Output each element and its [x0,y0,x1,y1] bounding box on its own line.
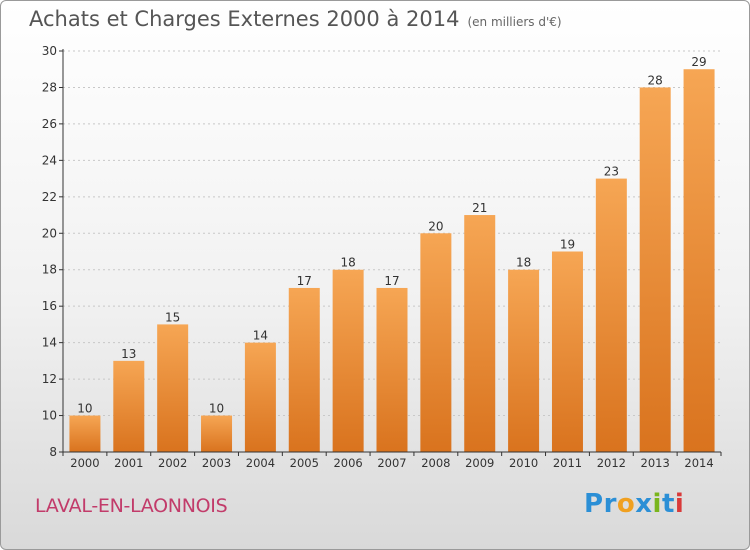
data-label: 14 [253,329,268,343]
data-label: 10 [209,402,224,416]
city-name: LAVAL-EN-LAONNOIS [35,495,228,517]
y-tick-label: 10 [42,409,57,423]
x-tick-label: 2002 [158,456,187,470]
bar [420,233,452,452]
data-label: 13 [121,347,136,361]
x-tick-label: 2012 [597,456,626,470]
data-label: 19 [560,238,575,252]
data-label: 29 [691,55,706,69]
x-tick-label: 2013 [641,456,670,470]
x-tick-label: 2000 [70,456,99,470]
y-tick-label: 8 [49,445,57,459]
logo-letter: o [616,489,636,519]
data-label: 17 [384,274,399,288]
bar [332,269,364,452]
y-tick-label: 14 [42,336,57,350]
bar [508,269,540,452]
logo-letter: P [584,489,604,519]
x-tick-label: 2005 [290,456,319,470]
bar [69,415,101,452]
data-label: 18 [516,256,531,270]
logo-letter: r [603,489,617,519]
x-tick-label: 2007 [377,456,406,470]
x-tick-label: 2004 [246,456,275,470]
logo-letter: t [661,489,675,519]
data-label: 23 [604,165,619,179]
y-tick-label: 16 [42,299,57,313]
bar [376,287,408,452]
bars [69,69,715,453]
y-tick-label: 18 [42,263,57,277]
bar [244,342,276,452]
data-label: 17 [297,274,312,288]
x-tick-label: 2008 [421,456,450,470]
y-tick-label: 24 [42,153,57,167]
data-label: 10 [77,402,92,416]
data-label: 15 [165,310,180,324]
proxiti-logo: Proxiti [584,489,684,519]
y-tick-label: 22 [42,190,57,204]
bar [551,251,583,452]
x-tick-label: 2011 [553,456,582,470]
y-tick-label: 28 [42,80,57,94]
bar [201,415,233,452]
bar [639,87,671,453]
x-tick-label: 2010 [509,456,538,470]
data-label: 20 [428,219,443,233]
data-label: 28 [648,73,663,87]
x-tick-label: 2001 [114,456,143,470]
data-label: 18 [340,256,355,270]
logo-letter: i [652,489,662,519]
y-tick-label: 20 [42,226,57,240]
x-tick-label: 2009 [465,456,494,470]
labels: 8 10 12 14 16 18 20 22 24 26 28 30 10 2000 13 2001 15 200… [42,44,714,470]
chart-title-text: Achats et Charges Externes 2000 à 2014 [29,7,460,31]
bar [157,324,189,452]
bar [288,287,320,452]
y-tick-label: 12 [42,372,57,386]
logo-letter: x [635,489,653,519]
y-tick-label: 30 [42,44,57,58]
data-label: 21 [472,201,487,215]
chart-subtitle: (en milliers d'€) [467,15,562,29]
bar [683,69,715,453]
y-tick-label: 26 [42,117,57,131]
bar [113,360,145,452]
logo-letter: i [674,489,685,519]
x-tick-label: 2006 [333,456,362,470]
chart-title: Achats et Charges Externes 2000 à 2014 (e… [29,7,562,31]
x-tick-label: 2003 [202,456,231,470]
x-tick-label: 2014 [684,456,713,470]
axes [59,49,722,456]
bar [464,215,496,452]
bar [595,178,627,452]
